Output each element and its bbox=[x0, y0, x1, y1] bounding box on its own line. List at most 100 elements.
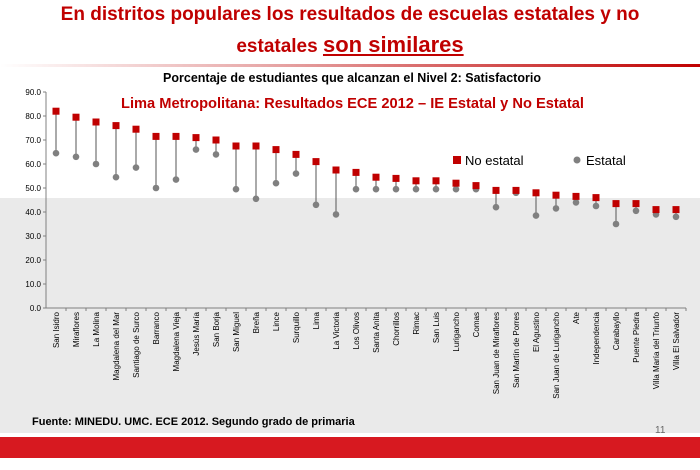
connector-lines bbox=[55, 111, 677, 224]
x-tick-label: Los Olivos bbox=[352, 312, 361, 349]
x-tick-label: Independencia bbox=[592, 311, 601, 364]
point-no-estatal bbox=[392, 174, 400, 182]
x-tick-label: Santa Anita bbox=[372, 311, 381, 352]
x-tick-label: Comas bbox=[472, 312, 481, 337]
x-tick-label: Villa El Salvador bbox=[672, 312, 681, 370]
point-no-estatal bbox=[412, 177, 420, 185]
point-no-estatal bbox=[472, 182, 480, 190]
point-estatal bbox=[672, 213, 680, 221]
point-no-estatal bbox=[372, 173, 380, 181]
x-tick-label: Chorrillos bbox=[392, 312, 401, 346]
x-tick-label: Carabayllo bbox=[612, 311, 621, 350]
point-estatal bbox=[632, 207, 640, 215]
point-no-estatal bbox=[612, 200, 620, 208]
point-estatal bbox=[152, 184, 160, 192]
y-tick-label: 30.0 bbox=[25, 232, 41, 241]
y-tick-label: 0.0 bbox=[30, 304, 42, 313]
x-tick-label: Jesús María bbox=[192, 311, 201, 355]
point-estatal bbox=[92, 160, 100, 168]
point-no-estatal bbox=[512, 186, 520, 194]
point-no-estatal bbox=[452, 179, 460, 187]
point-no-estatal bbox=[652, 206, 660, 214]
point-estatal bbox=[192, 146, 200, 153]
x-tick-label: Magdalena Vieja bbox=[172, 311, 181, 371]
x-tick-label: La Molina bbox=[92, 311, 101, 346]
legend-no-estatal-marker bbox=[453, 156, 461, 164]
point-no-estatal bbox=[272, 146, 280, 154]
point-no-estatal bbox=[312, 158, 320, 166]
x-tick-label: San Miguel bbox=[232, 312, 241, 352]
x-tick-label: San Borja bbox=[212, 311, 221, 347]
headline-line-2-prefix: estatales bbox=[236, 36, 323, 57]
point-no-estatal bbox=[212, 136, 220, 144]
headline-line-1: En distritos populares los resultados de… bbox=[60, 4, 640, 25]
point-no-estatal bbox=[132, 125, 140, 133]
bottom-bar bbox=[0, 437, 700, 458]
x-tick-label: San Isidro bbox=[52, 311, 61, 348]
point-no-estatal bbox=[252, 142, 260, 150]
point-estatal bbox=[352, 185, 360, 193]
x-tick-label: Magdalena del Mar bbox=[112, 312, 121, 381]
point-no-estatal bbox=[532, 189, 540, 197]
x-tick-label: Santiago de Surco bbox=[132, 311, 141, 377]
series-no-estatal bbox=[52, 107, 680, 214]
point-estatal bbox=[532, 212, 540, 219]
point-no-estatal bbox=[432, 177, 440, 185]
point-estatal bbox=[212, 151, 220, 158]
y-ticks: 0.0 10.0 20.0 30.0 40.0 50.0 60.0 70.0 80.0 90.0 bbox=[25, 88, 46, 313]
source-note: Fuente: MINEDU. UMC. ECE 2012. Segundo g… bbox=[32, 416, 355, 428]
x-tick-label: Barranco bbox=[152, 311, 161, 344]
legend-estatal-label: Estatal bbox=[586, 153, 626, 168]
legend-no-estatal-label: No estatal bbox=[465, 153, 524, 168]
point-no-estatal bbox=[112, 122, 120, 130]
headline-line-2: estatales son similares bbox=[0, 32, 700, 58]
point-estatal bbox=[612, 220, 620, 228]
x-tick-label: Lurigancho bbox=[452, 311, 461, 351]
point-no-estatal bbox=[232, 142, 240, 150]
point-no-estatal bbox=[352, 168, 360, 176]
y-tick-label: 10.0 bbox=[25, 280, 41, 289]
point-estatal bbox=[232, 185, 240, 193]
point-estatal bbox=[432, 185, 440, 193]
point-estatal bbox=[312, 201, 320, 209]
point-estatal bbox=[72, 153, 80, 161]
point-no-estatal bbox=[492, 186, 500, 194]
point-no-estatal bbox=[152, 132, 160, 140]
point-no-estatal bbox=[172, 132, 180, 140]
x-tick-label: San Martín de Porres bbox=[512, 312, 521, 388]
x-tick-label: Puente Piedra bbox=[632, 311, 641, 362]
point-estatal bbox=[292, 170, 300, 177]
point-no-estatal bbox=[552, 191, 560, 199]
y-tick-label: 90.0 bbox=[25, 88, 41, 97]
headline-divider bbox=[0, 64, 700, 67]
legend-estatal-marker bbox=[573, 156, 581, 164]
point-estatal bbox=[112, 173, 120, 181]
point-estatal bbox=[412, 185, 420, 193]
point-no-estatal bbox=[292, 150, 300, 158]
x-tick-label: Rimac bbox=[412, 312, 421, 335]
point-no-estatal bbox=[572, 192, 580, 200]
point-estatal bbox=[372, 185, 380, 193]
x-tick-label: San Juan de Lurigancho bbox=[552, 311, 561, 398]
x-tick-label: Lima bbox=[312, 311, 321, 329]
y-tick-label: 70.0 bbox=[25, 136, 41, 145]
point-estatal bbox=[592, 202, 600, 210]
x-tick-label: Villa María del Triunfo bbox=[652, 311, 661, 389]
point-estatal bbox=[572, 199, 580, 206]
chart-background-band bbox=[0, 198, 700, 433]
chart-title: Porcentaje de estudiantes que alcanzan e… bbox=[163, 71, 541, 85]
legend: No estatal Estatal bbox=[453, 153, 626, 168]
x-tick-label: Ate bbox=[572, 311, 581, 324]
point-estatal bbox=[452, 185, 460, 193]
point-no-estatal bbox=[92, 118, 100, 126]
x-tick-label: Lince bbox=[272, 311, 281, 331]
y-tick-label: 80.0 bbox=[25, 112, 41, 121]
x-tick-labels: San Isidro Miraflores La Molina Magdalena d… bbox=[52, 308, 687, 399]
x-tick-label: San Juan de Miraflores bbox=[492, 312, 501, 394]
y-tick-label: 50.0 bbox=[25, 184, 41, 193]
point-no-estatal bbox=[72, 113, 80, 121]
point-estatal bbox=[272, 179, 280, 187]
point-no-estatal bbox=[332, 166, 340, 174]
point-no-estatal bbox=[52, 107, 60, 115]
